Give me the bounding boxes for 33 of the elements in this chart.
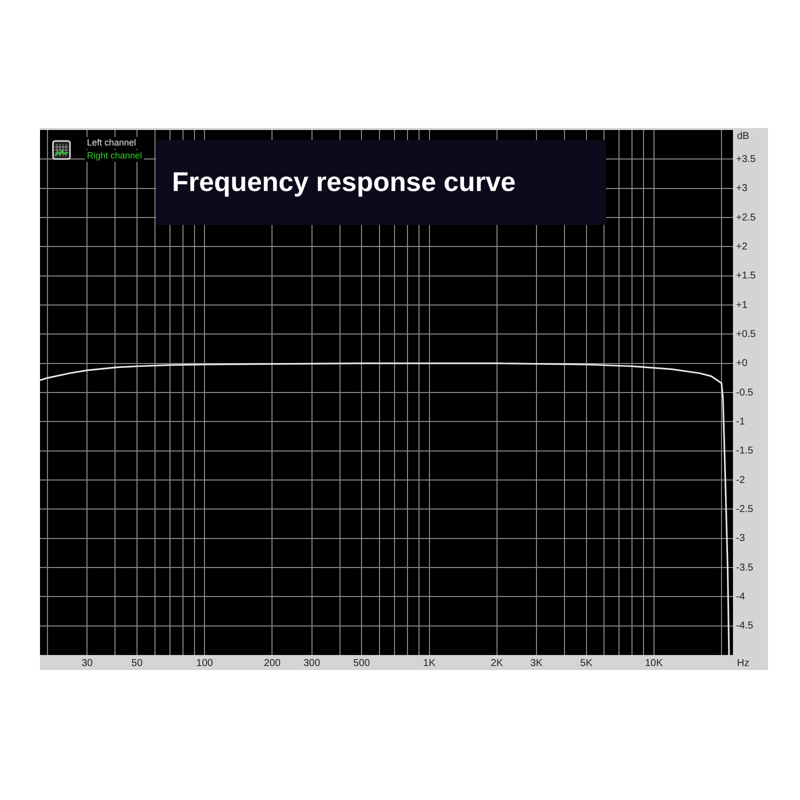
y-tick-label: -4 [736, 591, 746, 602]
x-tick-label: 1K [423, 658, 436, 669]
x-tick-label: 2K [490, 658, 504, 669]
x-tick-label: 50 [131, 658, 143, 669]
x-tick-label: 500 [353, 658, 370, 669]
title-panel: Frequency response curve [156, 140, 606, 225]
y-tick-label: -2.5 [736, 504, 754, 515]
x-tick-label: 300 [303, 658, 321, 669]
x-tick-label: 30 [82, 658, 94, 669]
y-tick-label: -1 [736, 416, 746, 428]
y-tick-label: +0.5 [736, 328, 756, 340]
y-tick-label: +1 [736, 300, 748, 311]
y-axis-title: dB [737, 130, 750, 142]
x-tick-label: 3K [530, 658, 543, 669]
y-tick-label: -4.5 [736, 620, 754, 632]
y-tick-label: +0 [736, 358, 748, 370]
x-tick-label: 100 [196, 658, 214, 669]
y-tick-label: -0.5 [736, 387, 754, 398]
y-tick-label: +2.5 [736, 212, 756, 224]
y-tick-label: +3 [736, 183, 748, 194]
x-tick-label: 10K [644, 658, 664, 669]
x-tick-label: 200 [264, 658, 282, 669]
text: Left channel [87, 137, 136, 148]
legend-label: Right channel [87, 150, 142, 160]
y-tick-label: -3 [736, 533, 746, 544]
y-tick-label: -3.5 [736, 562, 754, 574]
y-tick-label: +3.5 [736, 154, 756, 165]
y-tick-label: +1.5 [736, 270, 756, 282]
y-tick-label: -1.5 [736, 446, 754, 457]
y-tick-label: -2 [736, 474, 746, 486]
x-tick-label: 5K [580, 658, 593, 669]
y-tick-label: +2 [736, 241, 748, 252]
x-axis-title: Hz [737, 658, 750, 669]
